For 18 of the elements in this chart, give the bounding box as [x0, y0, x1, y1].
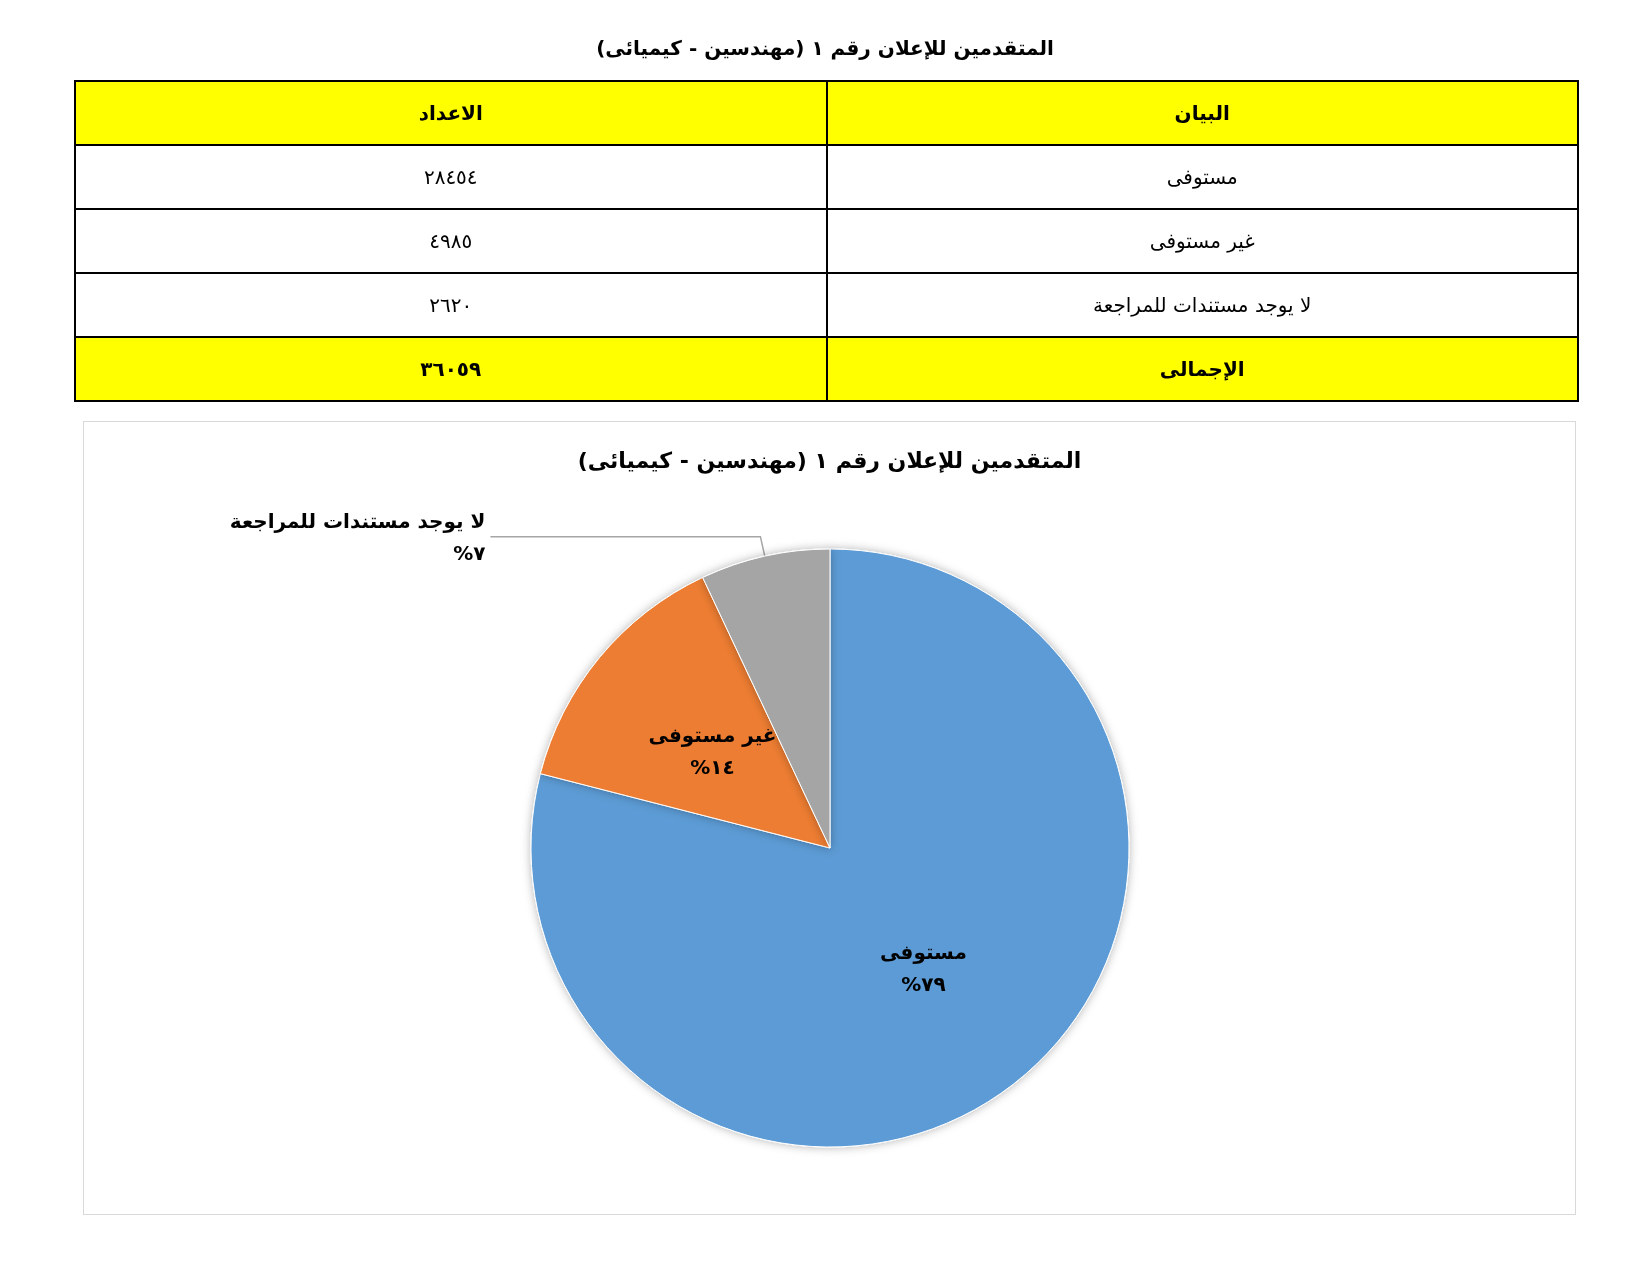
data-label: ٧% [453, 540, 486, 565]
text: ٣٦٠٥٩ [75, 337, 827, 401]
text: لا يوجد مستندات للمراجعة [826, 273, 1578, 337]
text: مستوفى [826, 145, 1578, 209]
text: غير مستوفى [826, 209, 1578, 273]
chart-title: المتقدمين للإعلان رقم ١ (مهندسين - كيميائى) [577, 447, 1082, 474]
text: الإجمالى [826, 337, 1578, 401]
data-label: ٧٩% [901, 972, 946, 997]
data-label: ١٤% [690, 754, 735, 779]
text: الاعداد [75, 81, 827, 145]
text: ٤٩٨٥ [75, 209, 827, 273]
slice-label: لا يوجد مستندات للمراجعة [229, 508, 486, 533]
text: المتقدمين للإعلان رقم ١ (مهندسين - كيميائى) [595, 36, 1055, 60]
text: ٢٨٤٥٤ [75, 145, 827, 209]
text: البيان [826, 81, 1578, 145]
text: ٢٦٢٠ [75, 273, 827, 337]
slice-label: غير مستوفى [648, 722, 777, 747]
slice-label: مستوفى [880, 940, 967, 965]
